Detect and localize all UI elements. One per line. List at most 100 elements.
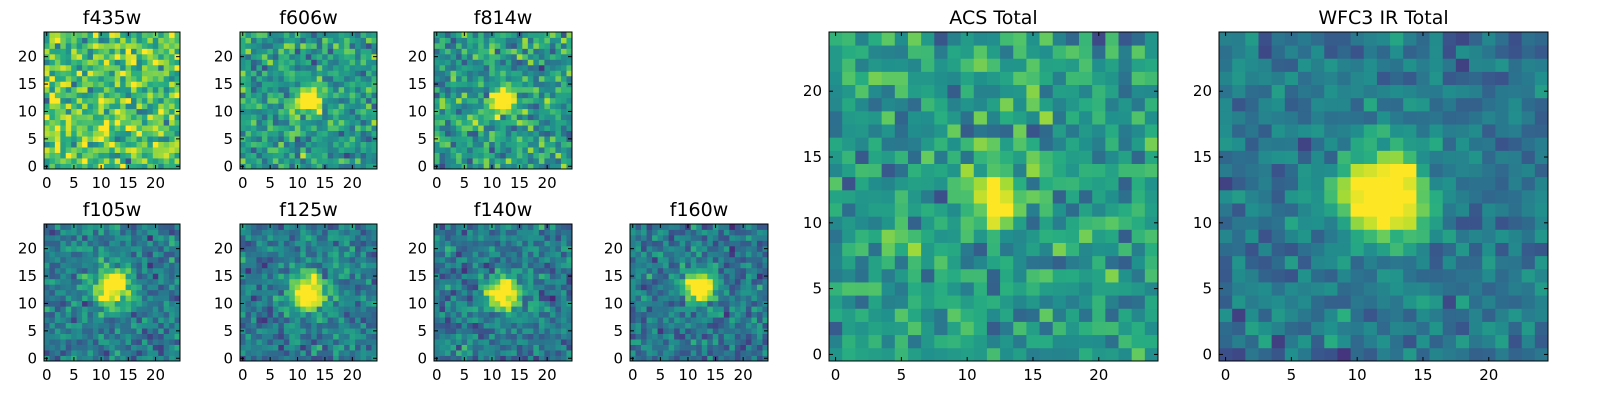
heatmap-cell <box>439 53 446 60</box>
heatmap-cell <box>745 262 752 269</box>
heatmap-cell <box>483 53 490 60</box>
heatmap-cell <box>256 147 263 153</box>
heatmap-cell <box>641 229 647 236</box>
heatmap-cell <box>136 97 143 104</box>
heatmap-cell <box>71 97 78 104</box>
heatmap-cell <box>316 75 323 82</box>
heatmap-cell <box>87 311 94 318</box>
heatmap-cell <box>120 158 126 164</box>
heatmap-cell <box>355 245 361 252</box>
heatmap-cell <box>360 224 367 230</box>
heatmap-cell <box>1065 308 1080 322</box>
heatmap-cell <box>712 289 719 296</box>
heatmap-cell <box>522 141 529 148</box>
heatmap-cell <box>71 103 78 110</box>
heatmap-cell <box>272 251 279 258</box>
heatmap-cell <box>333 262 340 269</box>
heatmap-cell <box>300 322 307 329</box>
heatmap-cell <box>445 108 451 115</box>
heatmap-cell <box>245 86 252 93</box>
heatmap-cell <box>745 306 752 313</box>
heatmap-cell <box>549 103 556 110</box>
heatmap-cell <box>333 289 340 296</box>
heatmap-cell <box>544 70 551 77</box>
heatmap-cell <box>921 295 935 309</box>
heatmap-cell <box>245 306 252 313</box>
heatmap-cell <box>60 147 67 153</box>
heatmap-cell <box>272 163 279 170</box>
heatmap-cell <box>141 234 148 241</box>
heatmap-cell <box>527 125 534 132</box>
heatmap-cell <box>657 295 664 302</box>
heatmap-cell <box>158 322 165 329</box>
heatmap-cell <box>267 59 274 66</box>
heatmap-cell <box>511 130 518 137</box>
heatmap-cell <box>261 300 268 307</box>
heatmap-cell <box>344 152 350 159</box>
heatmap-cell <box>294 251 301 258</box>
heatmap-cell <box>366 245 372 252</box>
heatmap-cell <box>49 350 56 356</box>
heatmap-cell <box>461 64 468 71</box>
heatmap-cell <box>305 229 312 236</box>
heatmap-cell <box>674 267 681 274</box>
heatmap-cell <box>49 344 56 351</box>
heatmap-cell <box>1144 295 1159 309</box>
heatmap-cell <box>483 273 490 280</box>
heatmap-cell <box>305 251 312 258</box>
heatmap-cell <box>522 119 529 126</box>
heatmap-cell <box>141 92 148 99</box>
heatmap-cell <box>344 163 350 170</box>
heatmap-cell <box>740 273 747 280</box>
heatmap-cell <box>560 251 567 258</box>
heatmap-cell <box>169 317 175 324</box>
heatmap-cell <box>630 344 636 351</box>
heatmap-cell <box>371 256 378 263</box>
heatmap-cell <box>245 256 252 263</box>
heatmap-cell <box>527 245 534 252</box>
heatmap-cell <box>311 130 318 137</box>
heatmap-cell <box>349 53 356 60</box>
heatmap-cell <box>1013 242 1027 257</box>
heatmap-cell <box>158 136 165 142</box>
heatmap-cell <box>338 136 345 142</box>
heatmap-cell <box>566 317 573 324</box>
heatmap-cell <box>147 311 154 318</box>
heatmap-cell <box>256 108 263 115</box>
heatmap-cell <box>461 317 468 324</box>
heatmap-cell <box>289 141 296 148</box>
heatmap-cell <box>960 295 975 309</box>
heatmap-cell <box>560 158 567 164</box>
heatmap-cell <box>707 229 714 236</box>
heatmap-cell <box>549 136 556 142</box>
heatmap-cell <box>272 229 279 236</box>
heatmap-cell <box>283 311 290 318</box>
heatmap-cell <box>311 328 318 334</box>
heatmap-cell <box>338 37 345 44</box>
heatmap-cell <box>349 273 356 280</box>
heatmap-cell <box>120 81 126 88</box>
heatmap-cell <box>533 256 540 263</box>
heatmap-cell <box>283 86 290 93</box>
heatmap-cell <box>472 158 479 164</box>
heatmap-cell <box>894 334 909 349</box>
heatmap-cell <box>500 333 507 340</box>
heatmap-cell <box>560 152 567 159</box>
heatmap-cell <box>305 306 312 313</box>
heatmap-cell <box>439 267 446 274</box>
heatmap-cell <box>522 81 529 88</box>
heatmap-cell <box>461 42 468 49</box>
heatmap-cell <box>360 158 367 164</box>
heatmap-cell <box>300 273 307 280</box>
heatmap-cell <box>701 240 708 247</box>
heatmap-cell <box>98 317 105 324</box>
heatmap-cell <box>696 251 703 258</box>
heatmap-cell <box>65 322 72 329</box>
heatmap-cell <box>267 267 274 274</box>
heatmap-cell <box>267 311 274 318</box>
heatmap-cell <box>256 152 263 159</box>
heatmap-cell <box>65 311 72 318</box>
heatmap-cell <box>560 59 567 66</box>
y-tick-label: 0 <box>417 157 427 175</box>
heatmap-cell <box>712 273 719 280</box>
